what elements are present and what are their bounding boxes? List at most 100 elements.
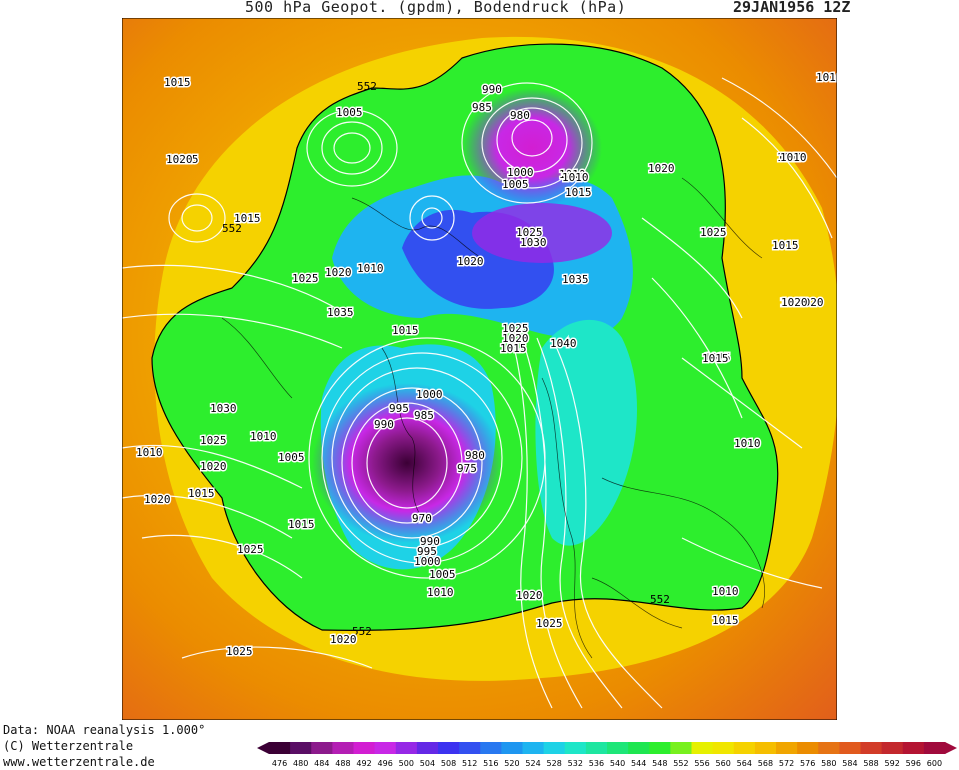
legend-swatch [776, 742, 798, 754]
contour-label-552: 552 [352, 625, 372, 638]
isobar-label: 1025 [200, 434, 227, 447]
legend-swatch [332, 742, 354, 754]
legend-tick-label: 528 [547, 759, 562, 768]
isobar-label: 1025 [536, 617, 563, 630]
isobar-label: 1015 [392, 324, 419, 337]
legend-tick-label: 524 [525, 759, 540, 768]
isobar-label: 975 [457, 462, 477, 475]
legend-tick-label: 548 [652, 759, 667, 768]
isobar-label: 1025 [292, 272, 319, 285]
geopotential-map: 552 552 552 552 1015 1005 1015 1015 1025… [122, 18, 837, 720]
legend-tick-label: 588 [863, 759, 878, 768]
legend-swatch [585, 742, 608, 754]
isobar-label: 1010 [712, 585, 739, 598]
low-pressure-core-atlantic [312, 383, 502, 543]
isobar-label: 1020 [648, 162, 675, 175]
legend-tick-label: 488 [335, 759, 350, 768]
legend-swatch [754, 742, 777, 754]
legend-tick-label: 560 [716, 759, 731, 768]
isobar-label: 1020 [502, 332, 529, 345]
isobar-label: 1015 [702, 352, 729, 365]
legend-tick-label: 596 [906, 759, 921, 768]
legend-swatch [670, 742, 692, 754]
isobar-label: 1020 [797, 296, 824, 309]
purple-trough [472, 203, 612, 263]
isobar-label: 1015 [234, 212, 261, 225]
legend-swatch [797, 742, 819, 754]
legend-swatch [733, 742, 756, 754]
legend-tick-label: 536 [589, 759, 604, 768]
isobar-label: 1010 [136, 446, 163, 459]
legend-tick-label: 500 [399, 759, 414, 768]
isobar-label: 1010 [734, 437, 761, 450]
contour-label-552: 552 [357, 80, 377, 93]
isobar-label: 1020 [325, 266, 352, 279]
isobar-label: 1025 [700, 226, 727, 239]
legend-swatch [923, 742, 946, 754]
contour-label-552: 552 [650, 593, 670, 606]
isobar-labels: 1015 1005 1015 1015 1025 1020 1010 1035 … [135, 18, 838, 660]
legend-swatch [374, 742, 397, 754]
isobar-label: 985 [472, 101, 492, 114]
isobar-label: 1010 [777, 151, 804, 164]
isobar-label: 990 [482, 83, 502, 96]
legend-tick-label: 492 [356, 759, 371, 768]
isobar-label: 995 [389, 402, 409, 415]
legend-swatch [395, 742, 418, 754]
color-legend: 476 480 484 488 492 496 500 504 508 512 516 520 524 5… [257, 742, 957, 768]
isobar-label: 1015 [704, 351, 731, 364]
isobar-label: 1005 [336, 106, 363, 119]
isobar-label: 1010 [427, 586, 454, 599]
isobar-label: 1005 [429, 568, 456, 581]
legend-swatch [353, 742, 376, 754]
chart-title: 500 hPa Geopot. (gpdm), Bodendruck (hPa) [245, 0, 627, 16]
isobar-label: 990 [374, 418, 394, 431]
legend-swatch [649, 742, 671, 754]
isobar-label: 1010 [562, 171, 589, 184]
isobar-label: 1000 [414, 555, 441, 568]
isobar-label: 1035 [562, 273, 589, 286]
legend-tick-label: 568 [758, 759, 773, 768]
legend-arrow-left [257, 742, 269, 754]
isobar-label: 1030 [520, 236, 547, 249]
isobar-label: 1010 [357, 262, 384, 275]
isobar-label: 1020 [166, 153, 193, 166]
isobar-label: 1005 [278, 451, 305, 464]
legend-swatch [902, 742, 925, 754]
legend-swatch [628, 742, 650, 754]
legend-tick-label: 592 [885, 759, 900, 768]
legend-swatch [290, 742, 312, 754]
isobar-label: 1020 [144, 493, 171, 506]
data-source-text: Data: NOAA reanalysis 1.000° [3, 723, 206, 737]
legend-swatch [564, 742, 587, 754]
isobar-label: 985 [414, 409, 434, 422]
legend-tick-label: 504 [420, 759, 435, 768]
isobar-label: 995 [417, 545, 437, 558]
isobar-label: 1020 [200, 460, 227, 473]
legend-swatch [480, 742, 502, 754]
isobar-label: 1040 [550, 337, 577, 350]
legend-tick-label: 512 [462, 759, 477, 768]
legend-tick-label: 556 [694, 759, 709, 768]
contour-552 [151, 43, 779, 631]
isobar-label: 1020 [330, 633, 357, 646]
legend-tick-label: 540 [610, 759, 625, 768]
isobar-label: 1015 [288, 518, 315, 531]
legend-swatch [607, 742, 629, 754]
isobar-label: 1000 [416, 388, 443, 401]
legend-tick-label: 572 [779, 759, 794, 768]
legend-swatch [459, 742, 481, 754]
isobar-label: 1005 [502, 178, 529, 191]
isobar-label: 1015 [565, 186, 592, 199]
isobar-label: 1025 [516, 226, 543, 239]
legend-tick-label: 508 [441, 759, 456, 768]
legend-swatch [712, 742, 735, 754]
legend-tick-label: 520 [504, 759, 519, 768]
isobar-label: 1010 [780, 151, 807, 164]
isobar-label: 1015 [772, 239, 799, 252]
isobar-label: 1020 [457, 255, 484, 268]
website-url: www.wetterzentrale.de [3, 755, 155, 769]
legend-swatch [691, 742, 714, 754]
isobar-label: 980 [510, 109, 530, 122]
legend-swatch [416, 742, 439, 754]
